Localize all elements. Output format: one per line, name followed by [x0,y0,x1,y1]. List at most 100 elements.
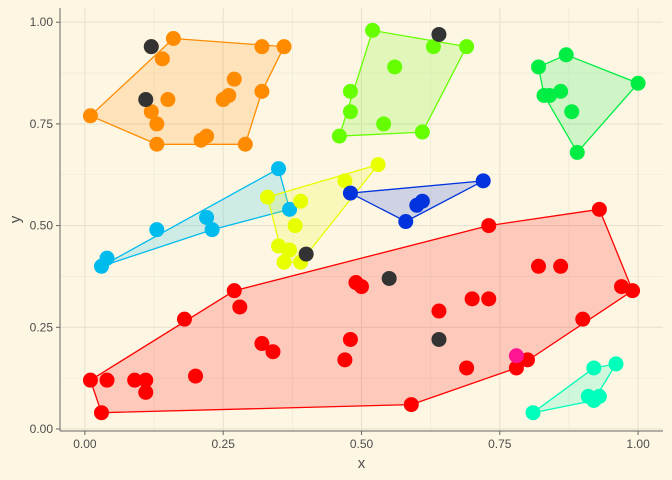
data-point-series-7 [531,258,547,274]
data-point-series-4 [99,250,115,266]
data-point-series-9 [298,246,314,262]
y-tick-label: 0.25 [30,320,54,334]
data-point-series-1 [165,31,181,47]
data-point-series-1 [82,108,98,124]
data-point-series-6 [475,173,491,189]
data-point-series-7 [354,279,369,295]
data-point-series-7 [431,303,447,319]
data-point-series-6 [414,193,430,209]
data-point-series-7 [176,311,192,327]
data-point-series-1 [254,83,270,99]
data-point-series-7 [93,405,109,421]
data-point-series-1 [221,87,237,103]
data-point-series-8 [525,405,541,421]
data-point-series-9 [431,26,447,42]
axes [56,8,663,435]
data-point-series-8 [608,356,624,372]
data-point-series-1 [154,51,170,67]
data-point-series-2 [387,59,403,75]
data-point-series-5 [259,189,275,205]
data-point-series-2 [459,39,475,55]
y-tick-labels: 0.00 0.25 0.50 0.75 1.00 [30,15,54,436]
data-point-series-3 [531,59,547,75]
data-point-series-8 [586,360,602,376]
x-tick-label: 0.75 [488,437,512,451]
data-point-series-5 [287,218,303,234]
data-point-series-6 [398,214,414,230]
data-point-series-3 [630,75,646,91]
data-point-series-7 [553,258,569,274]
data-point-series-7 [591,201,607,217]
data-point-series-7 [188,368,204,384]
data-point-series-3 [553,83,569,99]
data-point-series-1 [254,39,270,55]
data-point-series-5 [293,193,309,209]
x-tick-label: 0.00 [73,437,97,451]
data-point-series-8 [591,388,607,404]
data-point-series-5 [282,242,298,258]
data-point-series-7 [138,372,154,388]
x-tick-label: 0.50 [350,437,374,451]
y-tick-label: 1.00 [30,15,54,29]
data-point-series-5 [337,173,353,189]
data-point-series-1 [193,132,209,148]
data-point-series-3 [564,104,580,120]
data-point-series-7 [403,397,419,413]
data-point-series-4 [204,222,220,238]
y-tick-label: 0.50 [30,219,54,233]
data-point-series-9 [138,92,154,108]
data-points [82,22,646,421]
data-point-series-9 [381,270,397,286]
data-point-series-7 [464,291,480,307]
data-point-series-7 [265,344,281,360]
data-point-series-7 [459,360,475,376]
data-point-series-1 [226,71,242,87]
data-point-series-1 [237,136,253,152]
x-tick-label: 0.25 [212,437,236,451]
data-point-series-4 [282,201,298,217]
data-point-series-9 [143,39,159,55]
data-point-series-3 [558,47,574,63]
data-point-series-7 [138,384,154,400]
data-point-series-2 [365,22,381,38]
data-point-series-1 [143,104,159,120]
data-point-series-7 [481,218,497,234]
y-tick-label: 0.00 [30,422,54,436]
y-tick-label: 0.75 [30,117,54,131]
data-point-series-7 [99,372,115,388]
data-point-series-2 [342,83,358,99]
x-axis-title: x [358,455,366,472]
data-point-series-7 [127,372,143,388]
data-point-series-5 [370,157,386,173]
x-tick-labels: 0.00 0.25 0.50 0.75 1.00 [73,437,650,451]
data-point-series-5 [276,254,292,270]
data-point-series-7 [625,283,641,299]
y-axis-title: y [7,215,24,223]
data-point-series-7 [226,283,242,299]
data-point-series-6 [342,185,358,201]
data-point-series-4 [199,209,215,225]
data-point-series-3 [569,144,585,160]
data-point-series-1 [160,92,176,108]
data-point-series-7 [82,372,98,388]
data-point-series-7 [232,299,248,315]
data-point-series-1 [149,116,165,132]
data-point-series-4 [149,222,165,238]
data-point-series-10 [508,348,524,364]
data-point-series-1 [149,136,165,152]
data-point-series-7 [342,331,358,347]
data-point-series-9 [431,331,447,347]
data-point-series-7 [508,360,524,376]
data-point-series-2 [425,39,441,55]
data-point-series-7 [254,336,270,352]
data-point-series-1 [276,39,292,55]
data-point-series-7 [575,311,591,327]
data-point-series-2 [331,128,347,144]
data-point-series-2 [342,104,358,120]
data-point-series-4 [271,161,287,177]
data-point-series-7 [337,352,353,368]
x-tick-label: 1.00 [626,437,650,451]
data-point-series-7 [481,291,497,307]
data-point-series-2 [414,124,430,140]
